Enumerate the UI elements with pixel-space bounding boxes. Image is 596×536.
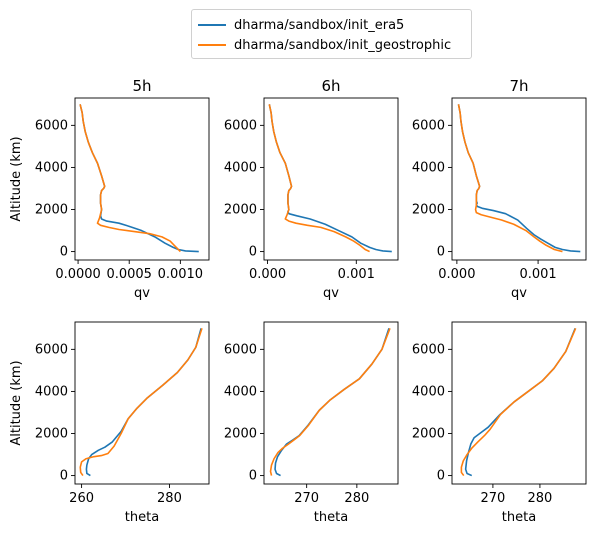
series-line-geostrophic: [268, 104, 370, 253]
y-tick-label: 0: [249, 469, 257, 484]
legend: dharma/sandbox/init_era5 dharma/sandbox/…: [191, 9, 472, 59]
x-tick-label: 260: [69, 491, 94, 506]
y-tick-label: 6000: [35, 118, 68, 133]
y-tick-label: 2000: [412, 203, 445, 218]
y-tick-label: 6000: [412, 118, 445, 133]
y-tick-label: 4000: [35, 160, 68, 175]
legend-label-geostrophic: dharma/sandbox/init_geostrophic: [234, 37, 452, 53]
legend-label-era5: dharma/sandbox/init_era5: [234, 17, 405, 33]
y-tick-label: 2000: [224, 203, 257, 218]
y-tick-label: 6000: [412, 342, 445, 357]
x-tick-label: 0.0010: [158, 267, 204, 282]
x-tick-label: 280: [344, 491, 369, 506]
panel-6: 0 2000 4000 6000 270 280 theta: [412, 321, 587, 525]
y-tick-label: 2000: [412, 427, 445, 442]
x-axis-label: qv: [511, 286, 527, 301]
x-tick-label: 270: [294, 491, 319, 506]
y-tick-label: 2000: [35, 203, 68, 218]
y-axis-label: Altitude (km): [9, 136, 24, 221]
x-tick-label: 0.000: [438, 267, 475, 282]
x-tick-label: 0.0000: [55, 267, 101, 282]
x-tick-label: 280: [528, 491, 553, 506]
panel-title: 7h: [509, 77, 528, 95]
y-tick-label: 2000: [35, 427, 68, 442]
plot-frame: [263, 321, 399, 485]
y-tick-label: 6000: [35, 342, 68, 357]
x-tick-label: 0.001: [338, 267, 375, 282]
series-line-era5: [79, 104, 199, 253]
y-tick-label: 4000: [412, 160, 445, 175]
x-axis-label: qv: [323, 286, 339, 301]
x-tick-label: 0.0005: [106, 267, 152, 282]
plot-frame: [74, 321, 210, 485]
legend-swatch-geostrophic: [198, 44, 226, 46]
x-axis-label: qv: [134, 286, 150, 301]
plot-frame: [263, 97, 399, 261]
y-tick-label: 0: [437, 469, 445, 484]
y-tick-label: 4000: [412, 384, 445, 399]
x-axis-label: theta: [125, 510, 159, 525]
y-tick-label: 4000: [224, 160, 257, 175]
plot-frame: [451, 321, 587, 485]
y-tick-label: 0: [60, 245, 68, 260]
panel-title: 5h: [132, 77, 151, 95]
y-tick-label: 0: [60, 469, 68, 484]
series-line-geostrophic: [269, 328, 391, 476]
series-line-geostrophic: [460, 327, 577, 477]
panel-3: 0 2000 4000 6000 0.000 0.001 qv 7h: [412, 77, 587, 301]
series-line-era5: [274, 328, 390, 477]
y-tick-label: 0: [437, 245, 445, 260]
y-tick-label: 4000: [224, 384, 257, 399]
panel-title: 6h: [321, 77, 340, 95]
series-line-geostrophic: [79, 104, 181, 253]
panel-5: 0 2000 4000 6000 270 280 theta: [224, 321, 399, 525]
legend-item-era5: dharma/sandbox/init_era5: [198, 15, 404, 35]
y-tick-label: 2000: [224, 427, 257, 442]
x-tick-label: 0.000: [249, 267, 286, 282]
panel-4: 0 2000 4000 6000 260 280 theta Altitude (km): [9, 321, 210, 525]
y-tick-label: 4000: [35, 384, 68, 399]
panel-2: 0 2000 4000 6000 0.000 0.001 qv 6h: [224, 77, 399, 301]
legend-item-geostrophic: dharma/sandbox/init_geostrophic: [198, 35, 451, 55]
x-tick-label: 270: [480, 491, 505, 506]
x-axis-label: theta: [502, 510, 536, 525]
legend-swatch-era5: [198, 24, 226, 26]
series-line-era5: [464, 328, 576, 477]
y-tick-label: 6000: [224, 342, 257, 357]
series-line-geostrophic: [79, 328, 203, 477]
plot-frame: [74, 97, 210, 261]
x-tick-label: 0.001: [519, 267, 556, 282]
y-tick-label: 6000: [224, 118, 257, 133]
series-line-geostrophic: [457, 104, 563, 253]
panel-1: 0 2000 4000 6000 0.0000 0.0005 0.0010 qv Altitud…: [9, 77, 210, 301]
y-axis-label: Altitude (km): [9, 360, 24, 445]
y-tick-label: 0: [249, 245, 257, 260]
x-axis-label: theta: [314, 510, 348, 525]
plot-frame: [451, 97, 587, 261]
series-line-era5: [268, 104, 392, 253]
x-tick-label: 280: [157, 491, 182, 506]
